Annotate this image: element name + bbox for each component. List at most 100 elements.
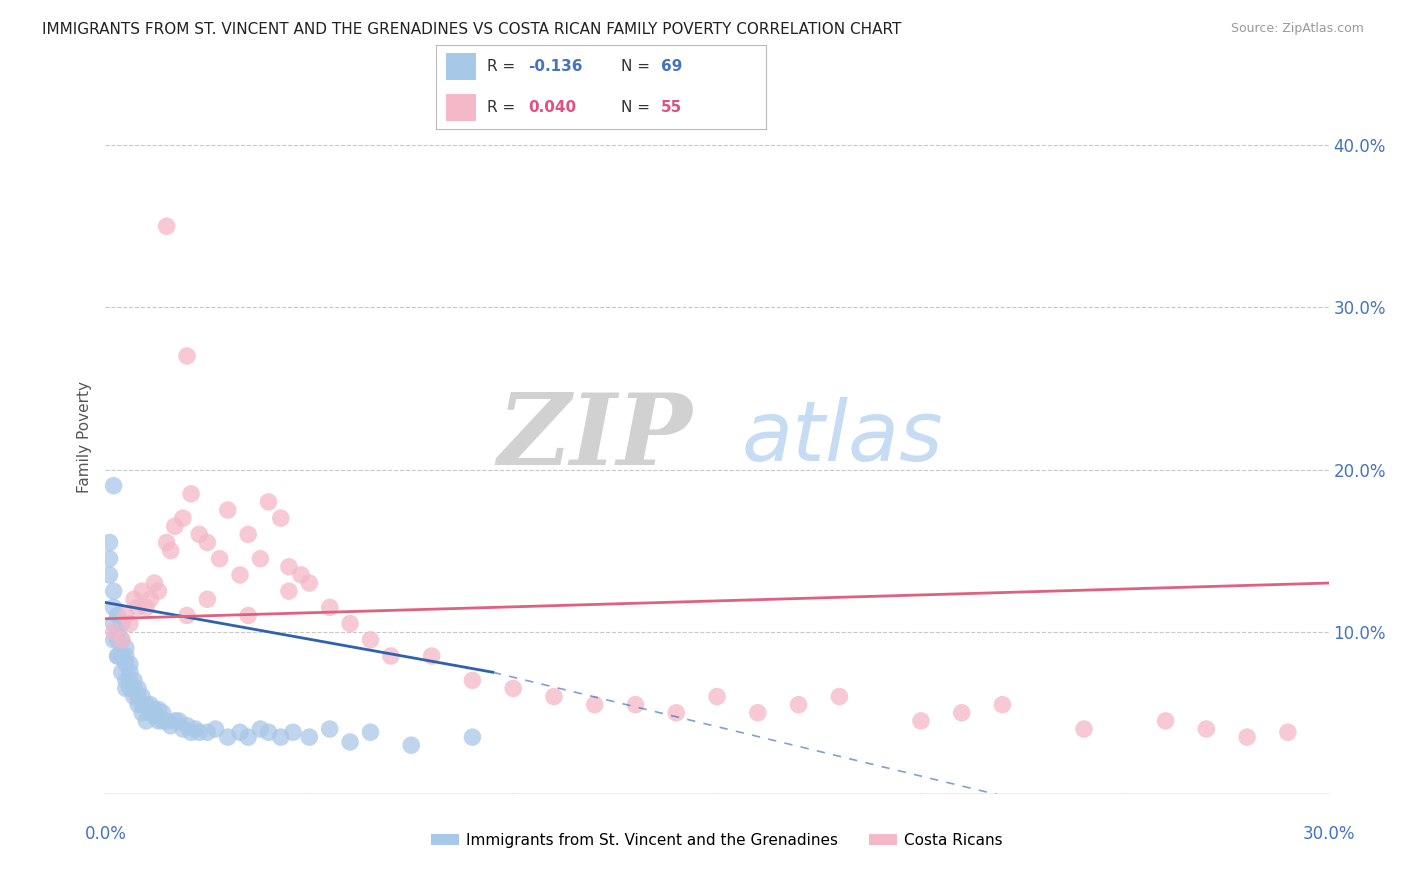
Point <box>339 735 361 749</box>
Point <box>111 632 134 647</box>
Point <box>290 568 312 582</box>
Legend: Immigrants from St. Vincent and the Grenadines, Costa Ricans: Immigrants from St. Vincent and the Gren… <box>425 827 1010 854</box>
Point <box>103 616 125 631</box>
Point <box>115 673 138 688</box>
Point <box>131 706 153 720</box>
Point <box>107 608 129 623</box>
Point <box>122 673 145 688</box>
Point <box>176 719 198 733</box>
Point <box>197 592 219 607</box>
Text: 0.0%: 0.0% <box>84 825 127 843</box>
Point <box>281 725 304 739</box>
Point <box>122 690 145 704</box>
Point <box>624 698 647 712</box>
Point <box>111 665 134 680</box>
Point <box>1195 722 1218 736</box>
Text: N =: N = <box>621 100 655 115</box>
Point <box>665 706 688 720</box>
Point <box>118 665 141 680</box>
Point <box>115 640 138 655</box>
Point <box>828 690 851 704</box>
Point <box>156 535 179 549</box>
Point <box>111 632 134 647</box>
Point <box>706 690 728 704</box>
Point <box>103 632 125 647</box>
Point <box>172 722 194 736</box>
Text: R =: R = <box>486 59 520 74</box>
Point <box>318 722 342 736</box>
Point <box>159 719 181 733</box>
Point <box>139 706 162 720</box>
Point <box>152 706 174 720</box>
Point <box>204 722 226 736</box>
Point <box>127 690 149 704</box>
Point <box>257 495 280 509</box>
Point <box>461 730 484 744</box>
Point <box>270 730 292 744</box>
Point <box>148 584 170 599</box>
Point <box>950 706 973 720</box>
Point <box>118 616 141 631</box>
Point <box>143 576 166 591</box>
Point <box>298 576 321 591</box>
Point <box>127 698 149 712</box>
Point <box>131 584 153 599</box>
Point <box>1236 730 1258 744</box>
Text: R =: R = <box>486 100 520 115</box>
Point <box>339 616 361 631</box>
Point <box>115 608 138 623</box>
Point <box>156 219 179 234</box>
Point <box>107 648 129 663</box>
Point <box>115 681 138 696</box>
Point <box>111 648 134 663</box>
Point <box>461 673 484 688</box>
Point <box>152 714 174 728</box>
Text: N =: N = <box>621 59 655 74</box>
Bar <box>446 94 475 120</box>
Point <box>197 725 219 739</box>
Text: atlas: atlas <box>741 397 943 477</box>
Point <box>103 624 125 639</box>
Point <box>208 551 231 566</box>
Point <box>910 714 932 728</box>
Point <box>103 584 125 599</box>
Point <box>148 714 170 728</box>
Point <box>229 568 252 582</box>
Text: 0.040: 0.040 <box>529 100 576 115</box>
Point <box>131 690 153 704</box>
Point <box>184 722 207 736</box>
Point <box>122 592 145 607</box>
Point <box>360 632 382 647</box>
Point <box>118 673 141 688</box>
Point <box>543 690 565 704</box>
Point <box>188 725 211 739</box>
Point <box>236 527 260 541</box>
Point <box>118 681 141 696</box>
Point <box>107 632 129 647</box>
Point <box>172 511 194 525</box>
Text: 30.0%: 30.0% <box>1302 825 1355 843</box>
Text: ZIP: ZIP <box>498 389 693 485</box>
Point <box>1073 722 1095 736</box>
Point <box>298 730 321 744</box>
Text: 69: 69 <box>661 59 682 74</box>
Point <box>107 648 129 663</box>
Point <box>118 657 141 672</box>
Point <box>148 702 170 716</box>
Point <box>257 725 280 739</box>
Point <box>103 600 125 615</box>
Point <box>236 608 260 623</box>
Point <box>163 519 186 533</box>
Point <box>98 568 121 582</box>
Point <box>217 730 239 744</box>
Point <box>249 722 271 736</box>
Text: 55: 55 <box>661 100 682 115</box>
Y-axis label: Family Poverty: Family Poverty <box>77 381 93 493</box>
Point <box>583 698 606 712</box>
Point <box>401 738 423 752</box>
Bar <box>446 54 475 80</box>
Text: Source: ZipAtlas.com: Source: ZipAtlas.com <box>1230 22 1364 36</box>
Point <box>180 487 202 501</box>
Point <box>318 600 342 615</box>
Point <box>188 527 211 541</box>
